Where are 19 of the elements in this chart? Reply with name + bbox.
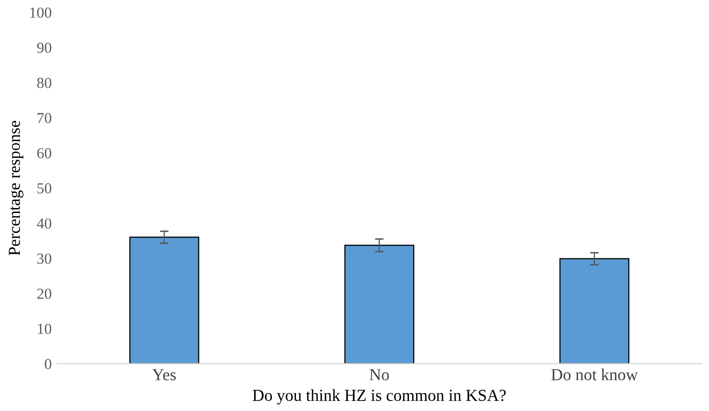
y-tick-label: 10 xyxy=(38,324,52,334)
y-tick-label: 0 xyxy=(44,358,52,370)
x-tick-label: Do not know xyxy=(551,368,638,380)
bar xyxy=(344,244,414,364)
y-tick-label: 70 xyxy=(38,112,52,124)
y-tick-label: 40 xyxy=(36,218,52,229)
x-tick-label: Yes xyxy=(152,369,176,380)
y-tick-label: 80 xyxy=(37,78,52,88)
y-tick-label: 90 xyxy=(37,42,52,53)
y-axis-title: Percentage response xyxy=(8,120,24,256)
y-tick-label: 100 xyxy=(30,7,52,18)
y-tick-label: 20 xyxy=(37,288,52,299)
bar xyxy=(559,258,630,364)
y-tick-label: 60 xyxy=(37,148,52,158)
y-tick-label: 30 xyxy=(37,253,52,264)
x-tick-label: No xyxy=(370,369,389,380)
bar xyxy=(129,236,200,364)
x-axis-title: Do you think HZ is common in KSA? xyxy=(252,389,506,404)
y-tick-label: 50 xyxy=(37,183,52,194)
